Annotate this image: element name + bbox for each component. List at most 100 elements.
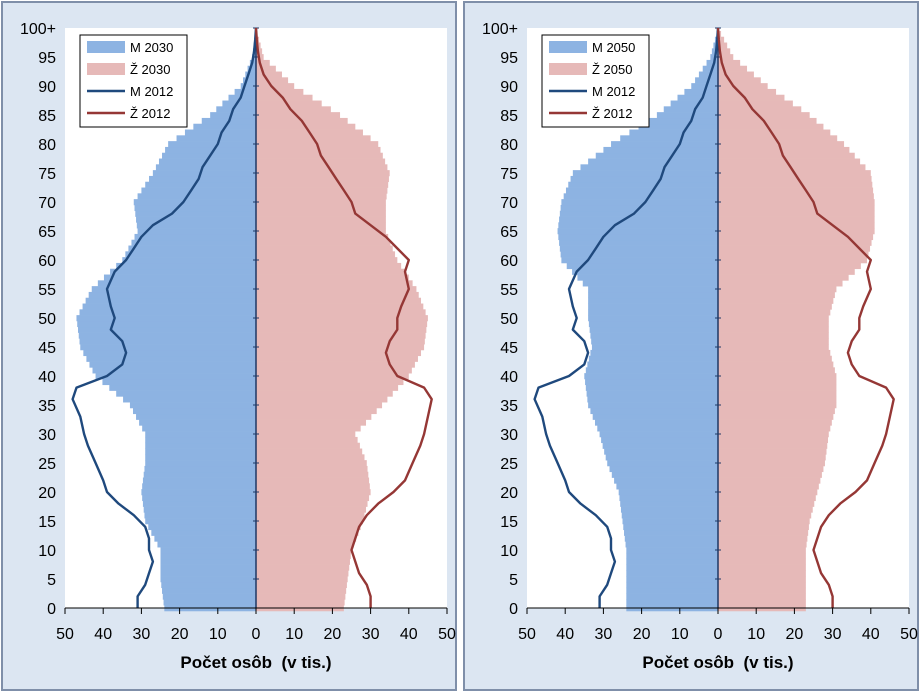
bar <box>718 419 832 426</box>
bar <box>718 257 867 264</box>
x-tick-label: 20 <box>324 626 342 643</box>
bar <box>256 181 389 188</box>
bar <box>718 396 837 403</box>
x-axis-title: Počet osôb (v tis.) <box>642 653 793 672</box>
bar <box>594 419 718 426</box>
bar <box>718 129 831 136</box>
bar <box>154 535 256 542</box>
bar <box>718 523 809 531</box>
bar <box>136 222 256 229</box>
bar <box>256 448 363 455</box>
bar <box>152 170 256 177</box>
bar <box>123 396 257 403</box>
bar <box>718 233 874 241</box>
x-tick-label: 30 <box>133 626 151 643</box>
bar <box>145 460 256 467</box>
bar <box>718 158 861 165</box>
bar <box>587 396 718 403</box>
bar <box>718 361 834 368</box>
bar <box>256 407 377 415</box>
bar <box>670 100 718 107</box>
y-tick-label: 0 <box>47 601 56 618</box>
bar <box>563 193 718 200</box>
bar <box>76 315 257 322</box>
y-tick-label: 35 <box>38 398 56 415</box>
bar <box>718 251 869 258</box>
bar <box>718 135 838 142</box>
chart-panel-right: 50 40 30 20 10 0 10 20 30 40 50 0 5 10 15 20 25 30 35 40 45 5… <box>463 1 919 691</box>
bar <box>614 477 718 484</box>
bar-series-male <box>557 30 718 612</box>
line-series-male <box>533 27 720 608</box>
bar <box>85 297 257 304</box>
bar <box>718 71 754 78</box>
chart-left: 50 40 30 20 10 0 10 20 30 40 500510152025303540455… <box>20 21 456 672</box>
y-tick-label: 65 <box>500 224 518 241</box>
bar <box>718 210 875 217</box>
bar <box>256 193 387 200</box>
bar <box>256 320 428 328</box>
bar <box>144 465 256 473</box>
legend-label: M 2012 <box>592 84 635 99</box>
bar <box>718 239 872 246</box>
bar <box>605 454 718 461</box>
bar <box>588 315 718 322</box>
bar <box>695 77 718 84</box>
bar <box>86 355 256 362</box>
bar <box>256 570 349 577</box>
bar <box>256 65 276 72</box>
bar <box>588 320 718 328</box>
bar <box>145 181 256 188</box>
bar <box>256 344 425 351</box>
bar <box>588 286 718 293</box>
bar <box>256 286 417 293</box>
bar <box>256 454 365 461</box>
x-tick-label: 40 <box>400 626 418 643</box>
bar <box>718 77 761 84</box>
bar <box>125 251 256 258</box>
y-tick-label: 100+ <box>482 21 518 38</box>
bar <box>109 384 256 391</box>
bar <box>82 303 257 310</box>
bar <box>561 257 718 264</box>
bar <box>559 216 718 223</box>
bar <box>256 262 402 270</box>
x-tick-label: 20 <box>171 626 189 643</box>
bar <box>141 187 256 194</box>
bar <box>256 158 386 165</box>
bar <box>163 599 256 606</box>
x-axis-title: Počet osôb (v tis.) <box>180 653 331 672</box>
bar <box>133 199 256 206</box>
bar <box>718 355 832 362</box>
bar <box>565 187 718 194</box>
y-tick-label: 85 <box>38 108 56 125</box>
bar <box>718 320 829 328</box>
bar <box>718 303 832 310</box>
legend-label: M 2050 <box>592 40 635 55</box>
bar <box>718 228 875 235</box>
bar <box>559 245 718 252</box>
bar <box>143 506 256 513</box>
y-tick-label: 10 <box>500 543 518 560</box>
bar <box>604 448 718 455</box>
bar <box>256 170 390 177</box>
bar <box>718 187 874 194</box>
bar <box>256 291 419 299</box>
bar <box>718 587 806 594</box>
bar <box>590 407 718 415</box>
y-tick-label: 85 <box>500 108 518 125</box>
bar <box>234 88 256 96</box>
bar <box>245 71 256 78</box>
bar <box>611 141 718 148</box>
bar <box>718 280 843 287</box>
bar <box>718 390 837 397</box>
bar <box>591 338 718 345</box>
bar <box>160 576 256 583</box>
bar <box>718 500 815 507</box>
bar <box>597 425 718 432</box>
x-tick-label: 50 <box>438 626 456 643</box>
bar <box>663 106 718 113</box>
bar <box>572 170 718 177</box>
bar <box>611 471 718 478</box>
legend-label: Ž 2012 <box>130 106 170 121</box>
